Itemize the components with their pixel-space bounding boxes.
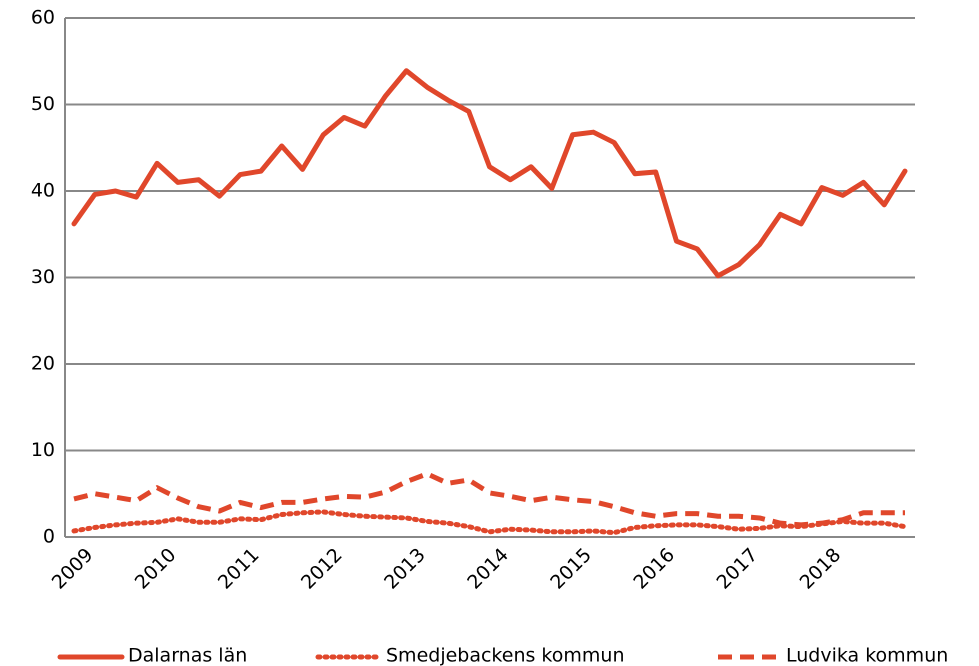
x-tick-label: 2011 xyxy=(214,544,264,594)
x-tick-label: 2017 xyxy=(712,544,762,594)
x-tick-label: 2016 xyxy=(629,544,679,594)
x-tick-label: 2012 xyxy=(297,544,347,594)
line-series xyxy=(73,471,905,528)
legend-label: Ludvika kommun xyxy=(786,645,948,666)
x-tick-label: 2015 xyxy=(546,544,596,594)
x-tick-label: 2013 xyxy=(380,544,430,594)
y-tick-label: 60 xyxy=(31,7,55,29)
y-tick-label: 50 xyxy=(31,93,55,115)
line-series xyxy=(71,68,908,279)
line-series xyxy=(71,509,908,536)
x-tick-label: 2014 xyxy=(463,544,513,594)
legend-label: Smedjebackens kommun xyxy=(386,645,624,666)
y-tick-label: 40 xyxy=(31,180,55,202)
y-tick-label: 10 xyxy=(31,439,55,461)
y-tick-label: 0 xyxy=(43,526,55,548)
x-tick-label: 2010 xyxy=(131,544,181,594)
x-tick-label: 2009 xyxy=(48,544,98,594)
y-tick-label: 20 xyxy=(31,353,55,375)
legend-label: Dalarnas län xyxy=(128,645,247,666)
x-tick-label: 2018 xyxy=(796,544,846,594)
y-tick-label: 30 xyxy=(31,266,55,288)
